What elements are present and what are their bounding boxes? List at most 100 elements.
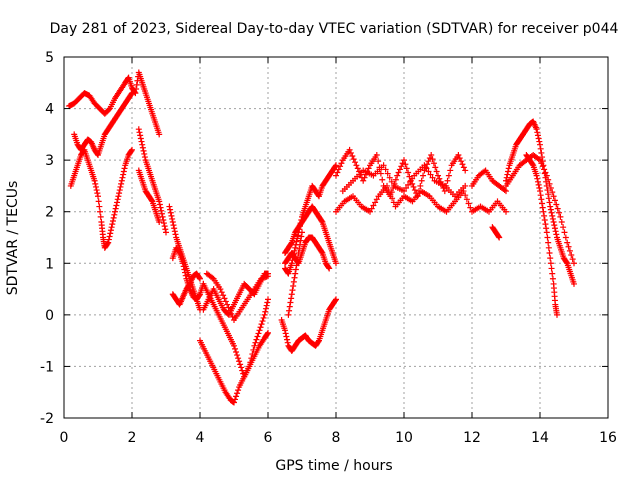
y-axis-label: SDTVAR / TECUs	[5, 181, 21, 296]
x-tick-label: 4	[196, 430, 205, 446]
data-point	[294, 258, 301, 265]
data-point	[370, 202, 377, 209]
data-point	[156, 198, 163, 205]
data-point	[221, 295, 228, 302]
data-point	[298, 233, 305, 240]
data-point	[326, 265, 333, 272]
data-point	[350, 156, 357, 163]
data-point	[544, 234, 551, 241]
data-point	[504, 171, 511, 178]
data-point	[407, 178, 414, 185]
data-point	[402, 161, 409, 168]
data-point	[137, 132, 144, 139]
data-point	[546, 180, 553, 187]
data-point	[257, 324, 264, 331]
data-point	[128, 147, 135, 154]
data-point	[160, 220, 167, 227]
series-track-u	[489, 224, 503, 241]
data-point	[539, 204, 546, 211]
data-point	[375, 158, 382, 165]
data-point	[171, 225, 178, 232]
data-point	[537, 192, 544, 199]
y-tick-label: 5	[45, 50, 54, 66]
data-point	[365, 165, 372, 172]
series-track-t	[469, 167, 509, 195]
data-point	[108, 224, 115, 231]
data-point	[296, 245, 303, 252]
data-point	[291, 274, 298, 281]
data-point	[252, 339, 259, 346]
data-point	[539, 154, 546, 161]
data-point	[432, 164, 439, 171]
data-point	[318, 217, 325, 224]
data-point	[167, 209, 174, 216]
data-point	[537, 157, 543, 164]
series-track-g	[169, 270, 203, 308]
data-point	[171, 228, 178, 235]
data-point	[553, 231, 560, 238]
data-point	[259, 318, 266, 325]
data-point	[224, 301, 231, 308]
data-point	[136, 129, 143, 136]
data-point	[105, 239, 112, 246]
data-point	[538, 160, 545, 167]
data-point	[538, 149, 545, 156]
chart-title: Day 281 of 2023, Sidereal Day-to-day VTE…	[50, 21, 619, 37]
data-point	[554, 311, 560, 318]
data-point	[535, 156, 542, 163]
data-point	[249, 351, 256, 358]
data-point	[156, 131, 163, 138]
data-point	[294, 235, 301, 242]
data-point	[181, 266, 188, 273]
data-point	[560, 224, 567, 231]
data-point	[505, 165, 512, 172]
data-point	[290, 282, 297, 289]
data-point	[537, 141, 543, 148]
data-point	[284, 339, 291, 346]
data-point	[545, 176, 552, 183]
data-point	[463, 196, 470, 203]
data-point	[118, 177, 125, 184]
x-tick-label: 14	[531, 430, 549, 446]
data-point	[337, 163, 344, 170]
y-tick-label: 3	[45, 153, 54, 169]
data-point	[196, 274, 203, 281]
data-point	[503, 177, 509, 184]
data-point	[444, 177, 451, 184]
data-point	[92, 183, 99, 190]
data-point	[105, 106, 112, 113]
data-point	[141, 154, 148, 161]
data-point	[162, 226, 169, 233]
series-track-k	[203, 270, 271, 324]
data-point	[373, 151, 380, 158]
data-point	[349, 153, 356, 160]
data-point	[109, 217, 116, 224]
data-point	[539, 163, 546, 170]
data-point	[568, 252, 575, 259]
data-point	[401, 188, 407, 195]
data-point	[535, 181, 542, 188]
data-point	[283, 333, 290, 340]
series-track-q	[333, 182, 509, 215]
data-point	[133, 81, 140, 88]
y-tick-label: 0	[45, 308, 54, 324]
data-point	[218, 289, 225, 296]
data-point	[382, 166, 389, 173]
data-point	[547, 184, 554, 191]
data-point	[128, 91, 135, 98]
data-point	[392, 176, 399, 183]
data-layer	[66, 69, 577, 406]
data-point	[543, 229, 550, 236]
data-point	[109, 221, 116, 228]
data-point	[462, 167, 469, 174]
data-point	[95, 198, 102, 205]
data-point	[552, 228, 559, 235]
data-point	[94, 150, 101, 157]
data-point	[253, 336, 260, 343]
data-point	[260, 314, 267, 321]
data-point	[170, 222, 177, 229]
data-point	[112, 208, 118, 215]
data-point	[534, 129, 541, 136]
data-point	[131, 89, 138, 96]
